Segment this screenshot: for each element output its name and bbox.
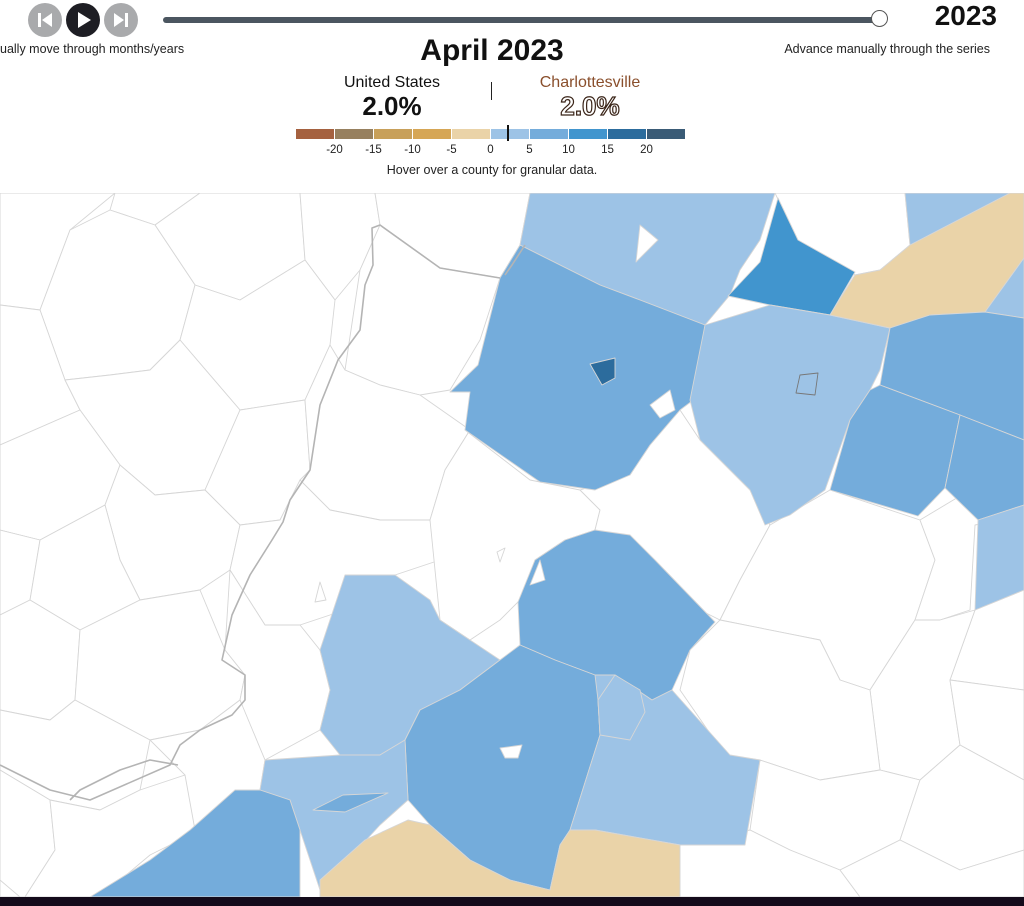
legend-ticks: -20 -15 -10 -5 0 5 10 15 20 bbox=[296, 144, 688, 160]
county[interactable] bbox=[319, 819, 681, 897]
legend-tick: 15 bbox=[601, 144, 614, 156]
county[interactable] bbox=[499, 744, 523, 759]
county[interactable] bbox=[589, 357, 616, 386]
year-label: 2023 bbox=[934, 0, 997, 31]
city-value: 2.0% bbox=[560, 91, 620, 121]
legend-tick: 10 bbox=[562, 144, 575, 156]
legend-tick: 20 bbox=[640, 144, 653, 156]
legend-swatch bbox=[608, 129, 646, 139]
step-back-icon bbox=[38, 13, 52, 27]
county-map[interactable] bbox=[0, 193, 1024, 897]
legend-tick: 0 bbox=[487, 144, 494, 156]
slider-track[interactable] bbox=[163, 17, 875, 23]
page-title: April 2023 bbox=[420, 34, 564, 67]
legend-tick: -5 bbox=[446, 144, 457, 156]
step-forward-button[interactable] bbox=[104, 3, 138, 37]
legend-swatch bbox=[452, 129, 490, 139]
county[interactable] bbox=[449, 244, 706, 491]
legend-swatch bbox=[296, 129, 334, 139]
county[interactable] bbox=[89, 789, 301, 897]
legend-swatch bbox=[647, 129, 685, 139]
county[interactable] bbox=[795, 372, 819, 396]
legend-swatch bbox=[491, 129, 529, 139]
us-value: 2.0% bbox=[362, 91, 422, 121]
county[interactable] bbox=[949, 679, 1024, 781]
advance-hint: Advance manually through the series bbox=[784, 42, 990, 56]
county[interactable] bbox=[496, 547, 506, 563]
us-label: United States bbox=[343, 74, 441, 91]
legend-swatch bbox=[530, 129, 568, 139]
county[interactable] bbox=[224, 569, 331, 761]
county[interactable] bbox=[635, 224, 659, 263]
bottom-bar bbox=[0, 897, 1024, 906]
color-legend: -20 -15 -10 -5 0 5 10 15 20 bbox=[296, 125, 688, 160]
legend-bar bbox=[296, 125, 688, 141]
city-label: Charlottesville bbox=[539, 74, 641, 91]
legend-swatch bbox=[569, 129, 607, 139]
county[interactable] bbox=[649, 389, 676, 419]
legend-tick: -15 bbox=[365, 144, 382, 156]
legend-swatch bbox=[374, 129, 412, 139]
step-back-button[interactable] bbox=[28, 3, 62, 37]
county[interactable] bbox=[829, 193, 1024, 329]
legend-tick: 5 bbox=[526, 144, 533, 156]
playback-controls bbox=[28, 3, 138, 39]
slider-thumb[interactable] bbox=[871, 10, 888, 27]
play-button[interactable] bbox=[66, 3, 100, 37]
county[interactable] bbox=[314, 581, 327, 603]
county[interactable] bbox=[597, 674, 646, 741]
legend-marker bbox=[506, 125, 509, 141]
manual-move-hint: ually move through months/years bbox=[0, 42, 185, 56]
legend-swatch bbox=[413, 129, 451, 139]
legend-tick: -20 bbox=[326, 144, 343, 156]
hover-note: Hover over a county for granular data. bbox=[386, 163, 598, 177]
stat-divider bbox=[491, 82, 492, 100]
time-slider[interactable] bbox=[163, 10, 888, 27]
county[interactable] bbox=[974, 504, 1024, 611]
county[interactable] bbox=[312, 792, 389, 813]
us-stat: United States 2.0% bbox=[330, 74, 454, 120]
county[interactable] bbox=[904, 193, 1011, 246]
county[interactable] bbox=[529, 559, 546, 586]
legend-tick: -10 bbox=[404, 144, 421, 156]
county[interactable] bbox=[839, 839, 1024, 897]
play-icon bbox=[78, 12, 91, 28]
city-stat: Charlottesville 2.0% bbox=[520, 74, 660, 121]
state-border bbox=[0, 224, 526, 801]
legend-swatch bbox=[335, 129, 373, 139]
step-forward-icon bbox=[114, 13, 128, 27]
